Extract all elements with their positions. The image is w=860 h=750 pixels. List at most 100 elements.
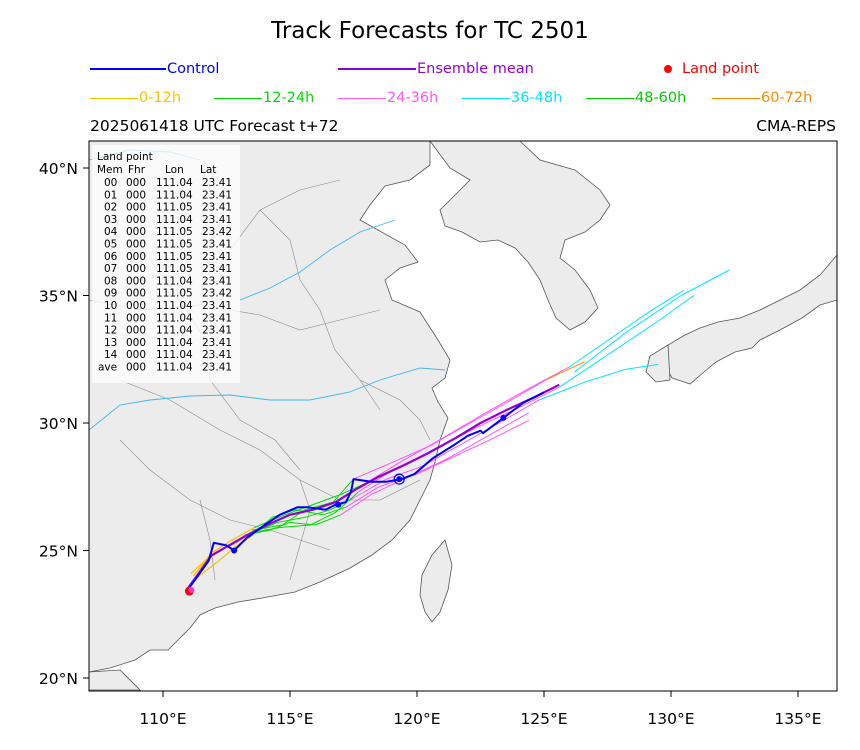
legend-label-24-36h: 24-36h [387,90,439,106]
legend-item-36-48h: 36-48h [462,90,562,106]
control-marker [335,501,342,508]
member-track-0-12h [193,526,255,577]
inset-cell: ave [98,362,117,374]
lat-tick-label: 40°N [39,160,78,178]
inset-cell: 11 [104,312,117,324]
swatch-0-12h [90,97,138,99]
inset-cell: 23.41 [202,214,232,226]
chart-title: Track Forecasts for TC 2501 [271,18,589,44]
inset-cell: 02 [104,202,117,214]
member-track-24-36h [345,419,530,508]
inset-cell: 000 [126,349,146,361]
inset-cell: 111.04 [156,325,193,337]
inset-cell: 111.04 [156,349,193,361]
member-track-36-48h [558,295,695,388]
map-frame [88,140,838,692]
land-point-dot-icon [664,65,672,73]
inset-cell: 23.41 [202,275,232,287]
inset-cell: 01 [104,189,117,201]
legend-item-48-60h: 48-60h [586,90,686,106]
member-track-36-48h [574,269,730,373]
lat-tick-label: 30°N [39,415,78,433]
legend-label-ensemble-mean: Ensemble mean [417,61,534,77]
legend-item-0-12h: 0-12h [90,90,181,106]
inset-cell: 23.41 [202,312,232,324]
axis-ticks: 40°N 35°N 30°N 25°N 20°N 110°E 115°E 120°E 125°E… [39,160,822,728]
inset-cell: 000 [126,239,146,251]
inset-cell: 000 [126,214,146,226]
inset-cell: 04 [104,226,118,238]
legend-label-control: Control [167,61,220,77]
control-position-ring [393,473,405,485]
swatch-12-24h [214,97,262,99]
korea-landmass [429,140,611,331]
japan-landmass [661,253,838,385]
legend-item-60-72h: 60-72h [712,90,812,106]
legend-row-periods: 0-12h 12-24h 24-36h 36-48h 48-60h 60-72h [0,90,860,110]
inset-cell: 07 [104,263,117,275]
lon-tick-label: 120°E [393,710,440,728]
legend-row-tracks: Control Ensemble mean Land point [0,61,860,81]
inset-cell: 23.42 [202,226,232,238]
inset-cell: 111.04 [156,362,193,374]
inset-cell: 111.04 [156,177,193,189]
legend-label-48-60h: 48-60h [635,90,687,106]
control-marker [231,547,238,554]
swatch-60-72h [712,97,760,99]
member-track-36-48h [569,289,684,368]
inset-header: Lat [200,164,216,176]
taiwan-landmass [419,539,453,623]
member-track-12-24h [244,514,341,536]
swatch-48-60h [586,97,634,99]
lon-tick-label: 125°E [520,710,567,728]
legend-item-control: Control [90,61,219,77]
inset-cell: 06 [104,251,118,263]
inset-cell: 000 [126,226,146,238]
inset-cell: 00 [104,177,117,189]
inset-cell: 14 [104,349,118,361]
inset-cell: 000 [126,251,146,263]
control-marker [396,476,403,483]
lon-tick-label: 110°E [139,710,186,728]
swatch-24-36h [338,97,386,99]
inset-cell: 111.04 [156,312,193,324]
lat-tick-label: 35°N [39,288,78,306]
inset-cell: 23.41 [202,239,232,251]
lat-tick-label: 20°N [39,670,78,688]
inset-cell: 111.04 [156,300,193,312]
legend-label-12-24h: 12-24h [263,90,315,106]
inset-cell: 23.41 [202,337,232,349]
inset-cell: 23.41 [202,362,232,374]
inset-cell: 111.04 [156,189,193,201]
inset-background [92,145,240,383]
lon-tick-label: 115°E [266,710,313,728]
inset-cell: 000 [126,312,146,324]
inset-cell: 000 [126,300,146,312]
legend-item-land-point: Land point [664,61,759,77]
member-track-60-72h [546,361,585,381]
inset-cell: 23.41 [202,325,232,337]
kyushu-landmass [645,344,671,383]
inset-cell: 23.41 [202,263,232,275]
legend-label-60-72h: 60-72h [761,90,813,106]
legend-label-36-48h: 36-48h [511,90,563,106]
lat-tick-label: 25°N [39,543,78,561]
inset-cell: 23.41 [202,202,232,214]
tracks-layer [184,269,730,596]
inset-header: Mem [97,164,123,176]
ensemble-mean-track [187,383,560,589]
inset-cell: 13 [104,337,117,349]
inset-cell: 000 [126,337,146,349]
member-track-24-36h [363,366,570,485]
legend-item-24-36h: 24-36h [338,90,438,106]
inset-cell: 23.42 [202,288,232,300]
inset-cell: 000 [126,275,146,287]
inset-cell: 000 [126,202,146,214]
control-swatch [90,68,166,70]
inset-cell: 111.05 [156,288,193,300]
inset-cell: 23.41 [202,177,232,189]
lon-tick-label: 130°E [647,710,694,728]
inset-cell: 23.41 [202,349,232,361]
inset-cell: 000 [126,177,146,189]
